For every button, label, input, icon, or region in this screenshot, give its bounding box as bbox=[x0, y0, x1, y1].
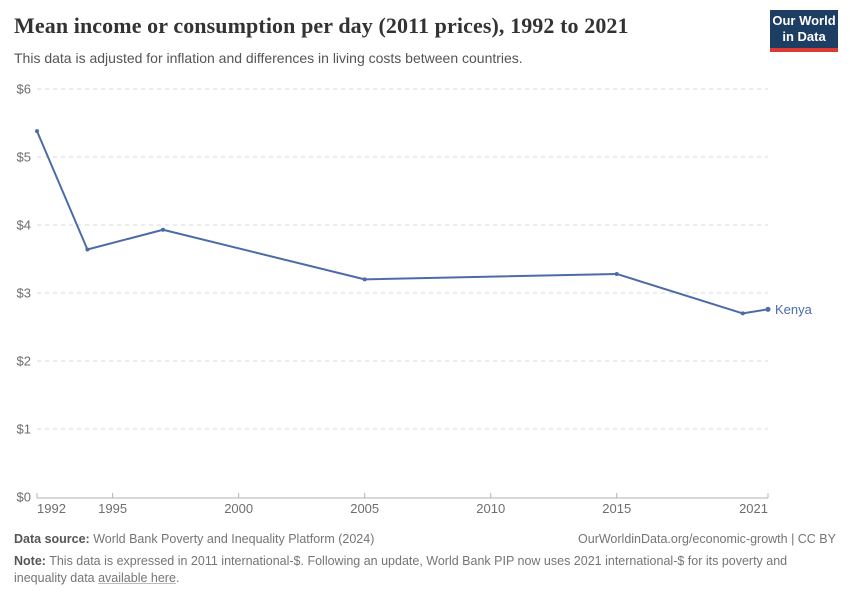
owid-logo-line2: in Data bbox=[782, 29, 826, 44]
series-line-kenya[interactable] bbox=[36, 130, 769, 315]
available-here-link[interactable]: available here bbox=[98, 571, 176, 585]
x-tick-label: 2010 bbox=[476, 501, 505, 516]
y-tick-label: $0 bbox=[17, 490, 31, 505]
owid-logo-line1: Our World bbox=[772, 13, 836, 28]
data-point-marker[interactable] bbox=[614, 271, 619, 276]
license-text[interactable]: OurWorldinData.org/economic-growth | CC … bbox=[578, 532, 836, 546]
data-point-marker[interactable] bbox=[161, 227, 166, 232]
chart-svg: $0 $1 $2 $3 $4 $5 $6 1992 1995 2000 2005 2010 2015 20… bbox=[17, 82, 813, 517]
y-tick-label: $6 bbox=[17, 82, 31, 97]
data-point-marker[interactable] bbox=[85, 247, 90, 252]
x-tick-label: 1992 bbox=[37, 501, 66, 516]
data-point-marker[interactable] bbox=[35, 129, 39, 134]
y-tick-label: $2 bbox=[17, 354, 31, 369]
y-tick-label: $5 bbox=[17, 150, 31, 165]
y-tick-label: $4 bbox=[17, 218, 31, 233]
x-tick-label: 2000 bbox=[224, 501, 253, 516]
owid-logo[interactable]: Our World in Data bbox=[770, 10, 838, 52]
x-tick-label: 2021 bbox=[739, 501, 768, 516]
footer-note: Note: This data is expressed in 2011 int… bbox=[14, 554, 788, 585]
x-tick-label: 1995 bbox=[98, 501, 127, 516]
page-title: Mean income or consumption per day (2011… bbox=[14, 13, 629, 38]
data-source-label: Data source: bbox=[14, 532, 90, 546]
page-subtitle: This data is adjusted for inflation and … bbox=[14, 50, 523, 66]
series-end-label[interactable]: Kenya bbox=[775, 302, 813, 317]
chart-footer: Data source: World Bank Poverty and Ineq… bbox=[14, 531, 836, 587]
data-point-marker[interactable] bbox=[740, 311, 745, 316]
data-point-marker[interactable] bbox=[362, 277, 367, 282]
data-source: Data source: World Bank Poverty and Ineq… bbox=[14, 532, 375, 546]
note-label: Note: bbox=[14, 554, 46, 568]
footer-source-row: Data source: World Bank Poverty and Ineq… bbox=[14, 531, 836, 548]
y-tick-label: $3 bbox=[17, 286, 31, 301]
y-tick-label: $1 bbox=[17, 422, 31, 437]
data-point-marker[interactable] bbox=[765, 306, 771, 312]
chart-area: $0 $1 $2 $3 $4 $5 $6 1992 1995 2000 2005 2010 2015 20… bbox=[0, 80, 850, 530]
x-tick-label: 2005 bbox=[350, 501, 379, 516]
x-tick-label: 2015 bbox=[602, 501, 631, 516]
